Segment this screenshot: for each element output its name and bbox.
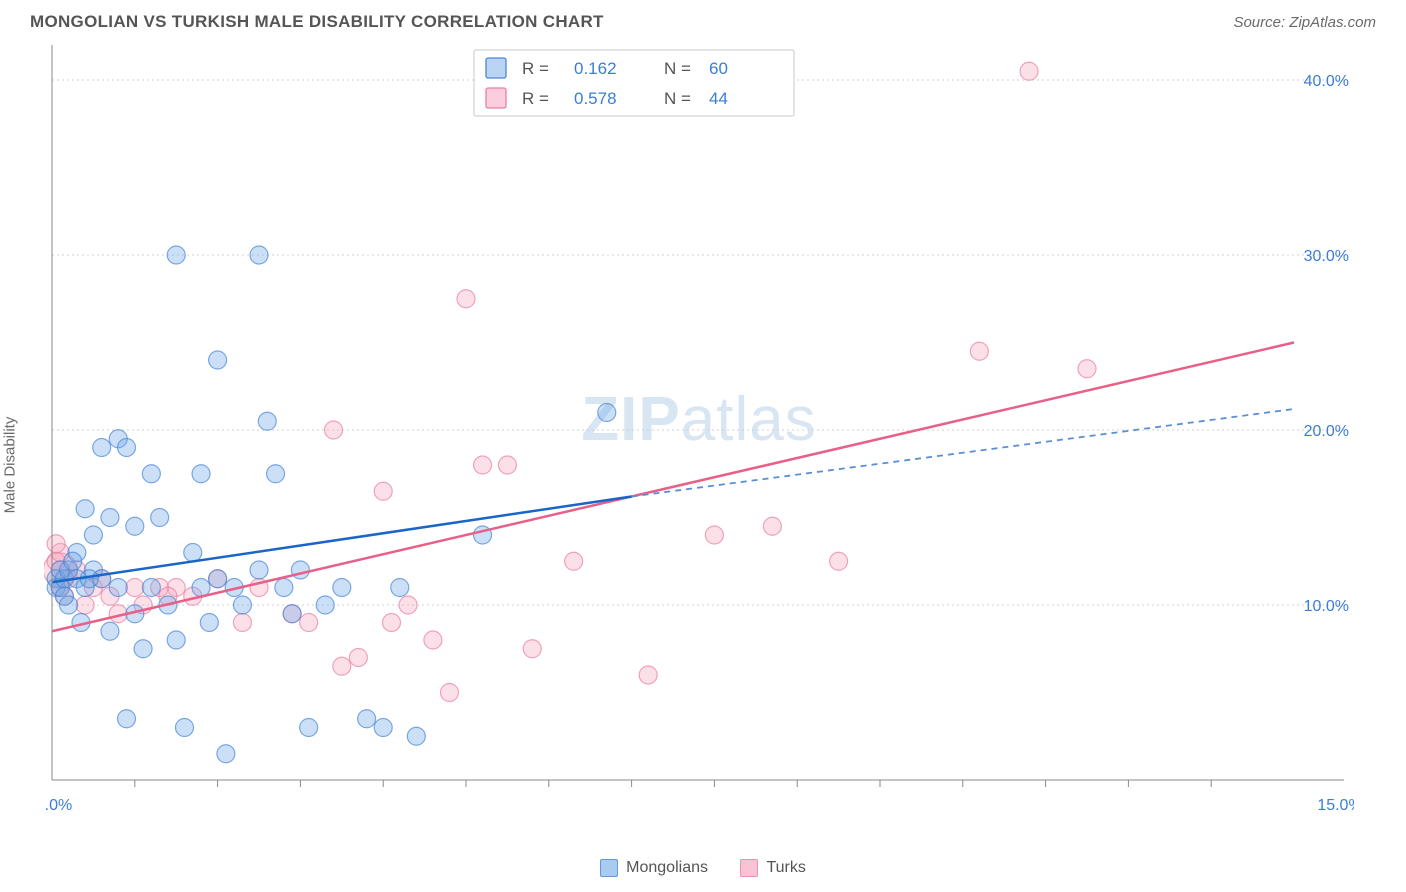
svg-text:N =: N = <box>664 59 691 78</box>
svg-text:0.162: 0.162 <box>574 59 617 78</box>
legend-item-mongolians: Mongolians <box>600 859 708 877</box>
svg-text:15.0%: 15.0% <box>1317 797 1354 814</box>
svg-text:60: 60 <box>709 59 728 78</box>
svg-text:44: 44 <box>709 89 728 108</box>
watermark: ZIPatlas <box>581 385 816 454</box>
legend-swatch-blue-icon <box>600 859 618 877</box>
bottom-legend: Mongolians Turks <box>0 859 1406 882</box>
chart-header: MONGOLIAN VS TURKISH MALE DISABILITY COR… <box>0 0 1406 40</box>
chart-container: Male Disability ZIPatlas 10.0% 20.0% 30.0%… <box>0 40 1406 890</box>
legend-label: Mongolians <box>626 859 708 877</box>
svg-text:30.0%: 30.0% <box>1304 248 1349 265</box>
chart-source: Source: ZipAtlas.com <box>1233 14 1376 31</box>
legend-item-turks: Turks <box>740 859 805 877</box>
svg-text:R =: R = <box>522 89 549 108</box>
y-axis-label: Male Disability <box>2 417 19 514</box>
chart-title: MONGOLIAN VS TURKISH MALE DISABILITY COR… <box>30 12 604 32</box>
svg-text:R =: R = <box>522 59 549 78</box>
legend-label: Turks <box>766 859 805 877</box>
svg-text:20.0%: 20.0% <box>1304 423 1349 440</box>
svg-text:0.578: 0.578 <box>574 89 617 108</box>
svg-text:10.0%: 10.0% <box>1304 598 1349 615</box>
svg-text:0.0%: 0.0% <box>44 797 72 814</box>
scatter-plot: ZIPatlas 10.0% 20.0% 30.0% 40.0% 0.0% 15.0% R… <box>44 40 1354 830</box>
legend-swatch-pink-icon <box>740 859 758 877</box>
svg-text:N =: N = <box>664 89 691 108</box>
svg-text:40.0%: 40.0% <box>1304 73 1349 90</box>
